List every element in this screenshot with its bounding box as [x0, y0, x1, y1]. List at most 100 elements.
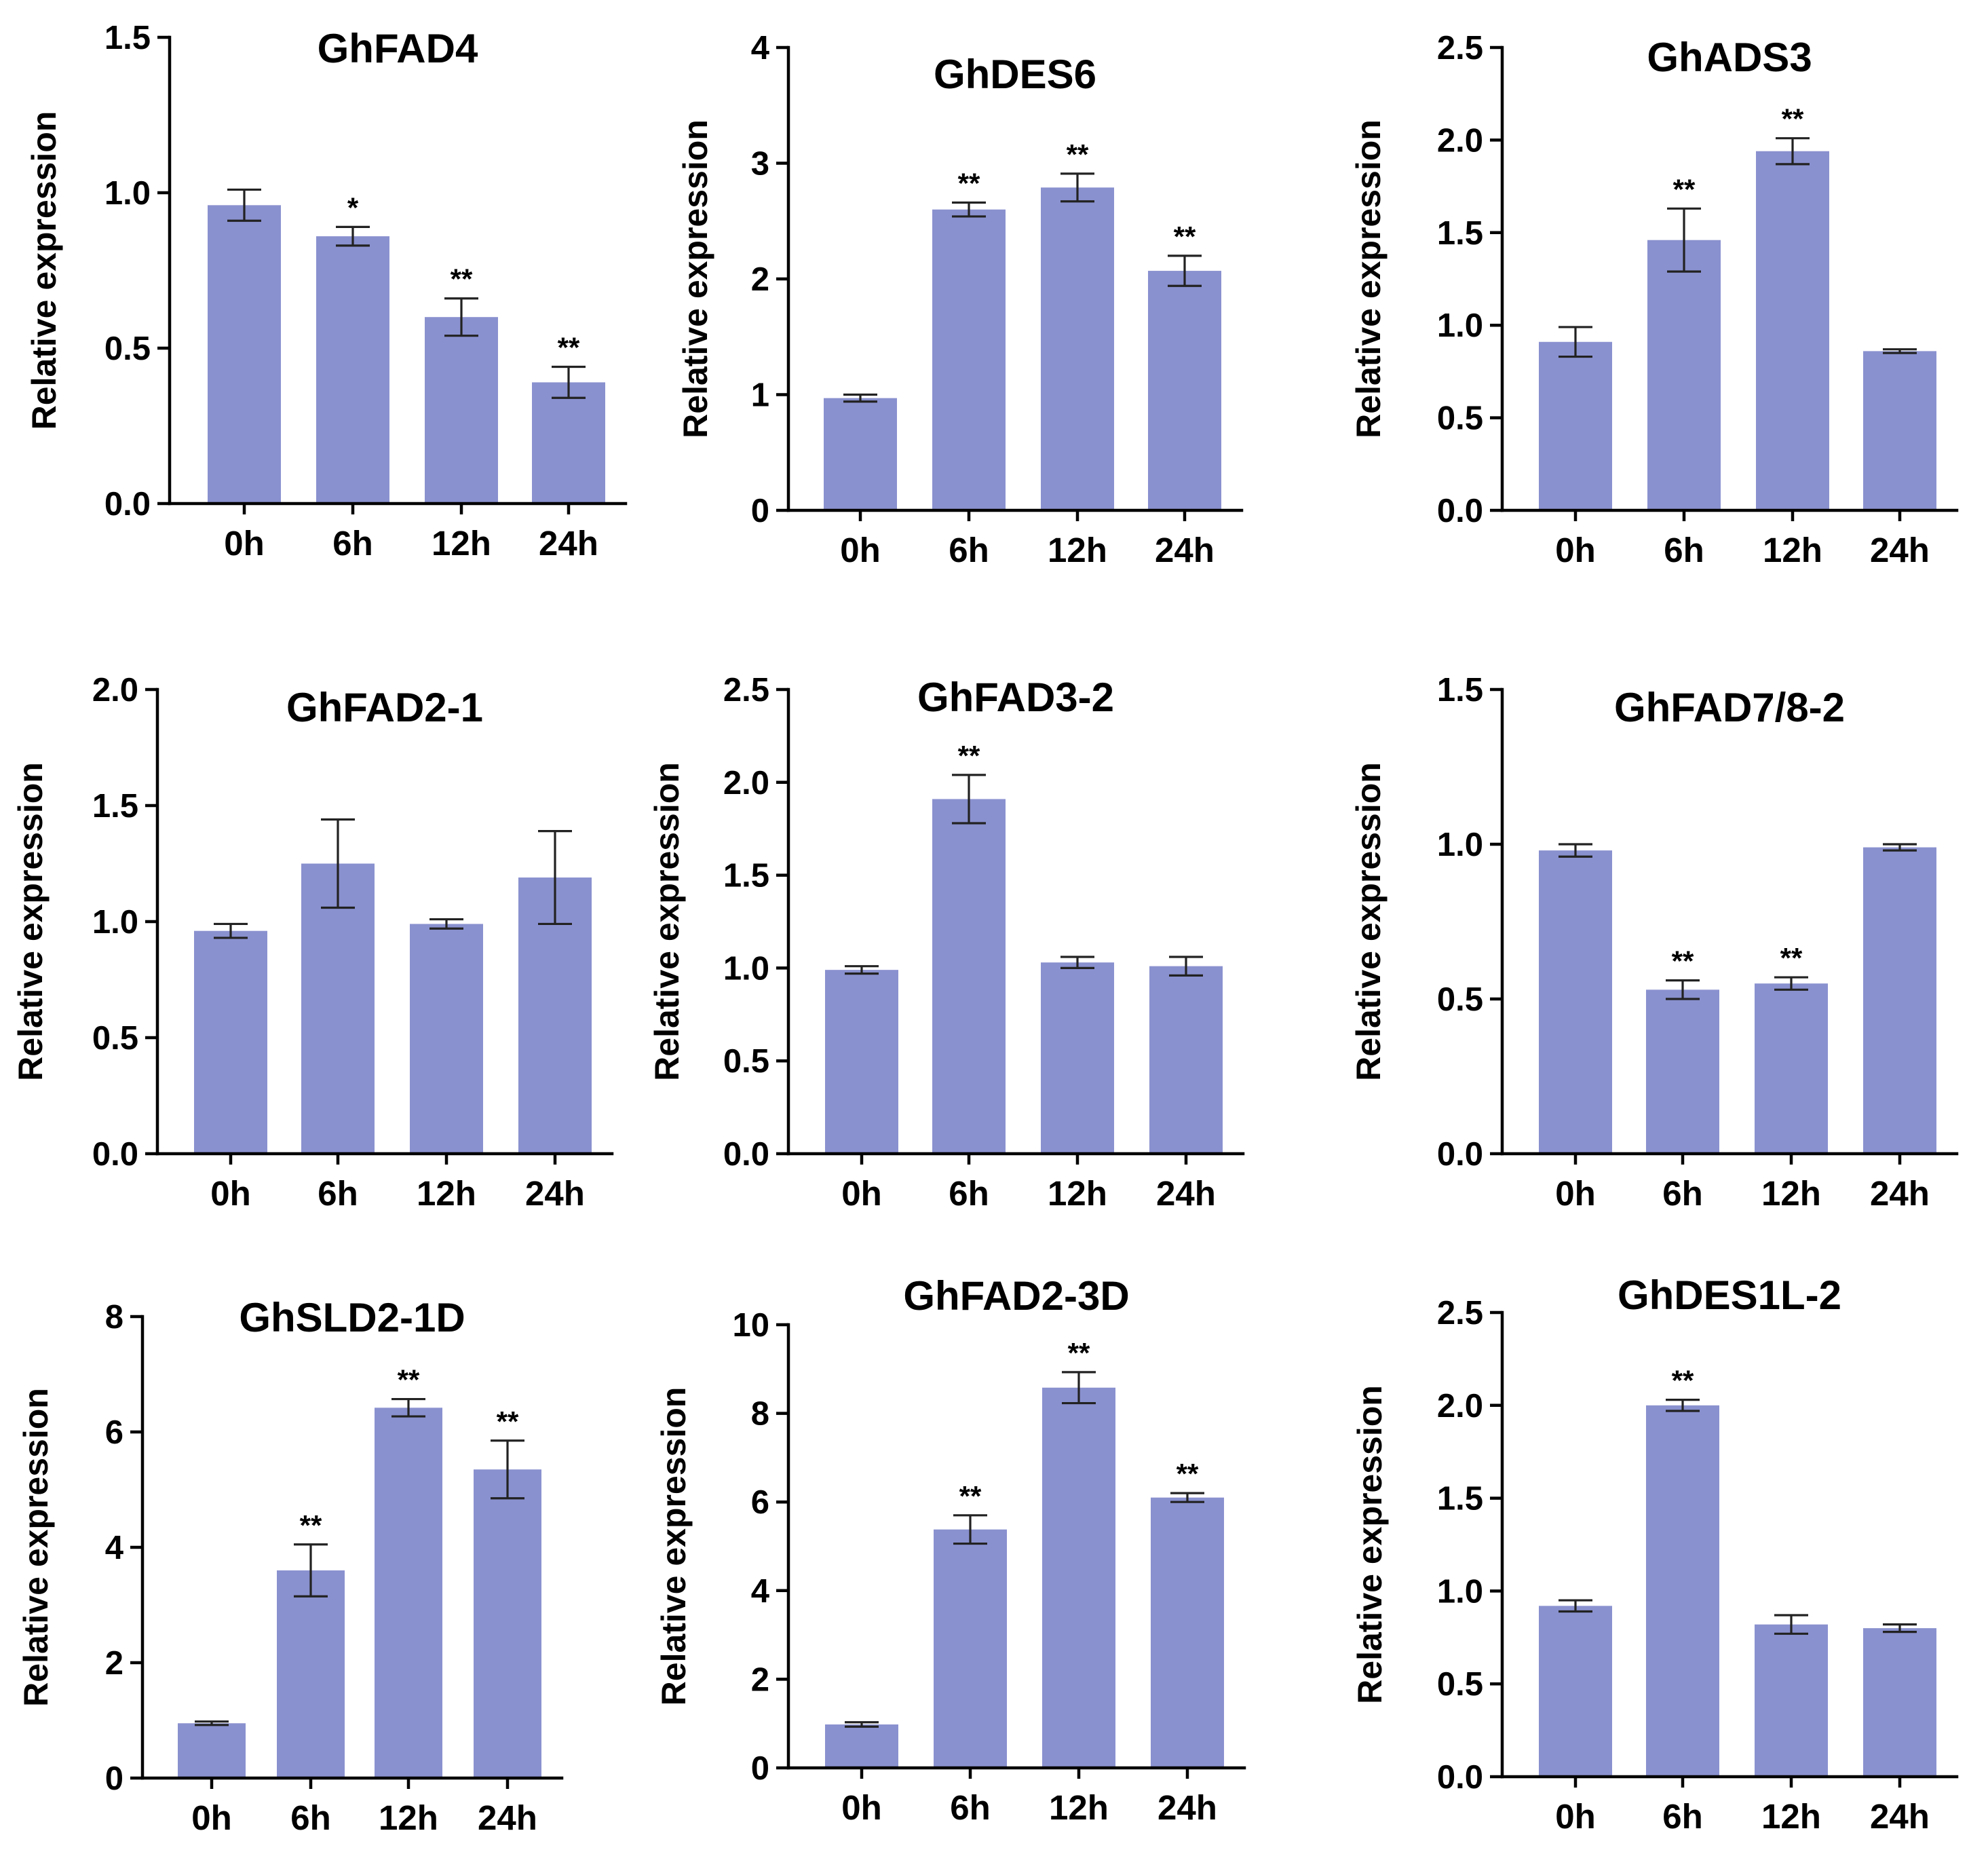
y-tick-label: 0.5	[723, 1043, 769, 1080]
x-tick-label: 12h	[1763, 531, 1822, 569]
y-tick-label: 1	[751, 377, 769, 414]
y-axis-label: Relative expression	[1350, 119, 1388, 438]
bar	[1863, 1628, 1936, 1777]
bar	[1756, 151, 1829, 510]
y-tick-label: 1.0	[1437, 827, 1483, 863]
y-tick-label: 1.5	[92, 788, 138, 825]
significance-mark: **	[958, 167, 980, 199]
x-tick-label: 0h	[841, 1174, 882, 1213]
x-tick-label: 24h	[1870, 531, 1930, 569]
x-tick-label: 0h	[1555, 1797, 1596, 1836]
x-tick-label: 0h	[224, 524, 265, 563]
bar	[932, 799, 1006, 1154]
significance-mark: **	[1067, 138, 1089, 170]
chart-title: GhFAD2-1	[286, 685, 483, 730]
chart-title: GhSLD2-1D	[239, 1295, 465, 1340]
bar	[1539, 850, 1612, 1154]
bar	[375, 1408, 442, 1778]
y-tick-label: 0.0	[92, 1136, 138, 1173]
significance-mark: **	[300, 1509, 322, 1541]
bar	[1041, 962, 1114, 1154]
significance-mark: **	[451, 263, 473, 295]
y-axis-label: Relative expression	[12, 762, 50, 1081]
chart-panel: 0h ** 6h ** 12h ** 24h 0 2 4 6 8 GhSLD2-1D Relative e…	[17, 1295, 564, 1837]
x-tick-label: 12h	[379, 1798, 438, 1837]
chart-panel: 0h ** 6h 12h 24h 0.0 0.5 1.0 1.5 2.0 2.5 GhFAD3-2 Re…	[648, 672, 1245, 1213]
x-tick-label: 12h	[1048, 531, 1107, 569]
significance-mark: **	[1068, 1337, 1090, 1369]
x-tick-label: 6h	[950, 1788, 991, 1827]
bar	[1863, 351, 1936, 510]
chart-title: GhFAD3-2	[917, 675, 1114, 720]
y-tick-label: 0	[105, 1760, 123, 1797]
y-tick-label: 2.5	[723, 672, 769, 709]
bar	[178, 1723, 246, 1778]
y-tick-label: 1.5	[1437, 215, 1483, 252]
y-tick-label: 0.0	[104, 486, 151, 523]
bar	[1863, 847, 1936, 1154]
x-tick-label: 6h	[318, 1174, 358, 1213]
y-axis-label: Relative expression	[1350, 762, 1388, 1081]
y-tick-label: 1.5	[1437, 1481, 1483, 1517]
y-tick-label: 3	[751, 146, 769, 183]
y-tick-label: 1.0	[104, 175, 151, 212]
bar	[410, 924, 483, 1154]
bar	[1148, 271, 1221, 510]
y-axis-label: Relative expression	[655, 1387, 693, 1706]
y-tick-label: 0.0	[1437, 493, 1483, 529]
chart-title: GhFAD2-3D	[903, 1273, 1129, 1319]
bar	[277, 1570, 345, 1778]
bar	[1755, 983, 1828, 1154]
y-tick-label: 1.5	[1437, 672, 1483, 709]
y-tick-label: 0.5	[1437, 400, 1483, 437]
chart-title: GhFAD4	[318, 26, 478, 71]
significance-mark: **	[1673, 173, 1696, 205]
x-tick-label: 12h	[417, 1174, 476, 1213]
x-tick-label: 24h	[1870, 1174, 1930, 1213]
bar	[194, 930, 267, 1154]
chart-panel: 0h ** 6h ** 12h 24h 0.0 0.5 1.0 1.5 2.0 2.5 GhADS3 Re…	[1350, 30, 1959, 569]
chart-title: GhADS3	[1647, 35, 1812, 80]
chart-panel: 0h ** 6h ** 12h ** 24h 0 1 2 3 4 GhDES6 Relative expr…	[676, 30, 1244, 569]
chart-panel: 0h ** 6h ** 12h 24h 0.0 0.5 1.0 1.5 GhFAD7/8-2 Rela…	[1350, 672, 1959, 1213]
bar	[208, 205, 281, 504]
y-axis-label: Relative expression	[25, 111, 63, 430]
y-tick-label: 0.5	[104, 331, 151, 367]
bar	[425, 317, 498, 504]
x-tick-label: 24h	[1155, 531, 1215, 569]
bar	[825, 970, 898, 1154]
significance-mark: **	[1780, 942, 1803, 974]
x-tick-label: 6h	[290, 1798, 331, 1837]
y-tick-label: 2	[751, 261, 769, 298]
x-tick-label: 24h	[525, 1174, 585, 1213]
bar	[1539, 341, 1612, 510]
bar	[532, 382, 605, 504]
y-tick-label: 8	[751, 1396, 769, 1433]
y-tick-label: 0.5	[1437, 981, 1483, 1018]
y-tick-label: 2.0	[723, 765, 769, 801]
x-tick-label: 0h	[210, 1174, 251, 1213]
y-tick-label: 0.0	[1437, 1136, 1483, 1173]
significance-mark: **	[497, 1405, 519, 1437]
chart-panel: 0h * 6h ** 12h ** 24h 0.0 0.5 1.0 1.5 GhFAD4 Relativ…	[25, 20, 628, 563]
y-tick-label: 1.5	[104, 20, 151, 56]
chart-title: GhDES6	[934, 52, 1096, 97]
significance-mark: **	[1782, 103, 1804, 135]
x-tick-label: 24h	[539, 524, 598, 563]
y-tick-label: 1.0	[1437, 1573, 1483, 1610]
x-tick-label: 0h	[841, 1788, 882, 1827]
bar	[301, 863, 375, 1154]
y-tick-label: 4	[105, 1530, 123, 1566]
x-tick-label: 12h	[1048, 1174, 1107, 1213]
y-tick-label: 2.5	[1437, 30, 1483, 67]
x-tick-label: 12h	[1049, 1788, 1109, 1827]
y-tick-label: 6	[751, 1484, 769, 1521]
y-tick-label: 0.0	[1437, 1759, 1483, 1796]
x-tick-label: 12h	[1761, 1797, 1821, 1836]
y-tick-label: 1.0	[92, 904, 138, 941]
bar	[1539, 1606, 1612, 1777]
significance-mark: *	[347, 191, 359, 223]
bar	[316, 236, 389, 504]
